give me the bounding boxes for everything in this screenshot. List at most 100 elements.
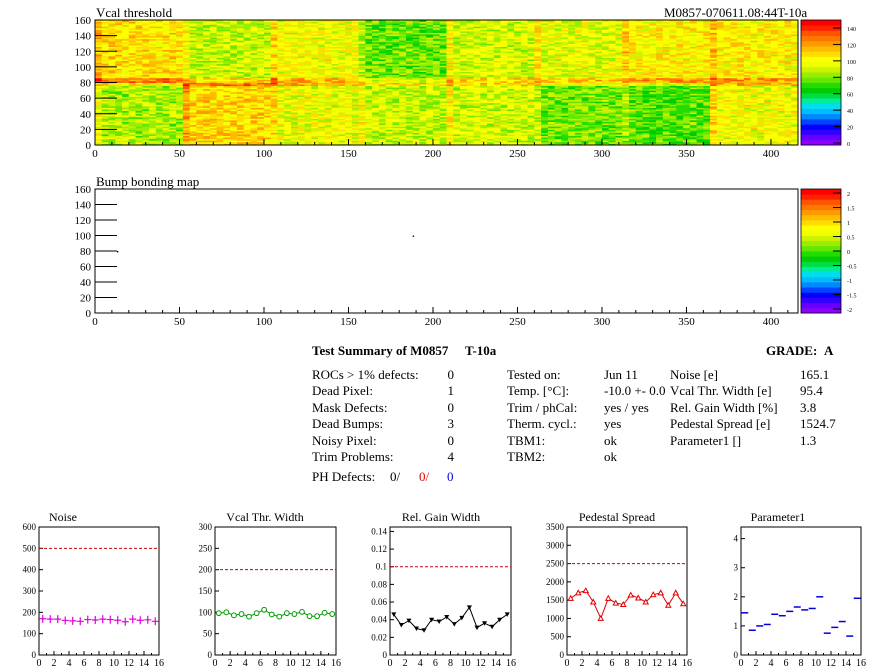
pixel-cell xyxy=(331,84,339,87)
pixel-cell xyxy=(358,84,366,87)
pixel-cell xyxy=(487,143,495,146)
pixel-cell xyxy=(223,98,231,101)
pixel-cell xyxy=(95,127,103,130)
pixel-cell xyxy=(487,51,495,54)
pixel-cell xyxy=(182,110,191,113)
pixel-cell xyxy=(460,137,468,140)
pixel-cell xyxy=(115,20,123,22)
pixel-cell xyxy=(405,71,414,74)
pixel-cell xyxy=(324,45,332,47)
pixel-cell xyxy=(358,104,366,107)
pixel-cell xyxy=(412,49,420,52)
pixel-cell xyxy=(426,121,434,124)
pixel-cell xyxy=(297,134,305,137)
pixel-cell xyxy=(338,105,346,108)
pixel-cell xyxy=(432,51,441,54)
pixel-cell xyxy=(385,29,393,32)
pixel-cell xyxy=(230,82,238,85)
pixel-cell xyxy=(460,96,468,99)
pixel-cell xyxy=(453,84,461,87)
pixel-cell xyxy=(439,79,447,82)
pixel-cell xyxy=(345,65,353,68)
pixel-cell xyxy=(108,101,116,104)
pixel-cell xyxy=(324,129,332,132)
pixel-cell xyxy=(439,96,447,99)
pixel-cell xyxy=(514,96,522,99)
pixel-cell xyxy=(230,45,238,47)
pixel-cell xyxy=(162,87,170,90)
pixel-cell xyxy=(263,24,272,27)
pixel-cell xyxy=(372,143,380,146)
pixel-cell xyxy=(399,54,407,57)
pixel-cell xyxy=(101,29,109,32)
pixel-cell xyxy=(392,90,400,93)
pixel-cell xyxy=(460,90,468,93)
pixel-cell xyxy=(453,57,461,60)
pixel-cell xyxy=(230,54,238,57)
pixel-cell xyxy=(216,135,224,138)
pixel-cell xyxy=(270,60,278,63)
pixel-cell xyxy=(250,49,258,52)
pixel-cell xyxy=(358,138,366,141)
pixel-cell xyxy=(345,29,353,32)
pixel-cell xyxy=(453,43,461,46)
pixel-cell xyxy=(432,126,441,129)
pixel-cell xyxy=(142,52,150,55)
pixel-cell xyxy=(149,34,157,37)
pixel-cell xyxy=(101,34,109,37)
pixel-cell xyxy=(182,129,191,132)
pixel-cell xyxy=(493,112,501,115)
pixel-cell xyxy=(493,134,501,137)
pixel-cell xyxy=(405,130,414,133)
pixel-cell xyxy=(101,116,109,119)
pixel-cell xyxy=(250,138,258,141)
pixel-cell xyxy=(257,45,265,47)
pixel-cell xyxy=(182,101,191,104)
pixel-cell xyxy=(216,24,224,27)
pixel-cell xyxy=(351,134,360,137)
pixel-cell xyxy=(412,26,420,29)
pixel-cell xyxy=(412,63,420,66)
pixel-cell xyxy=(243,38,251,41)
pixel-cell xyxy=(135,66,143,69)
pixel-cell xyxy=(284,66,292,69)
pixel-cell xyxy=(115,68,123,71)
pixel-cell xyxy=(507,68,515,71)
pixel-cell xyxy=(203,102,211,105)
pixel-cell xyxy=(236,35,245,38)
pixel-cell xyxy=(473,82,481,85)
pixel-cell xyxy=(250,34,258,37)
pixel-cell xyxy=(507,37,515,40)
pixel-cell xyxy=(108,96,116,99)
pixel-cell xyxy=(95,52,103,55)
pixel-cell xyxy=(122,66,130,69)
pixel-cell xyxy=(297,141,305,144)
pixel-cell xyxy=(95,62,103,65)
pixel-cell xyxy=(304,35,312,38)
pixel-cell xyxy=(345,71,353,74)
pixel-cell xyxy=(338,73,346,76)
pixel-cell xyxy=(419,54,427,57)
pixel-cell xyxy=(216,134,224,137)
pixel-cell xyxy=(419,21,427,24)
pixel-cell xyxy=(392,57,400,60)
pixel-cell xyxy=(311,109,319,112)
pixel-cell xyxy=(108,116,116,119)
pixel-cell xyxy=(284,30,292,33)
pixel-cell xyxy=(372,60,380,63)
pixel-cell xyxy=(115,96,123,99)
pixel-cell xyxy=(345,82,353,85)
pixel-cell xyxy=(236,77,245,80)
pixel-cell xyxy=(162,71,170,74)
pixel-cell xyxy=(500,95,508,97)
pixel-cell xyxy=(405,137,414,140)
pixel-cell xyxy=(236,68,245,71)
pixel-cell xyxy=(216,26,224,29)
pixel-cell xyxy=(507,101,515,104)
pixel-cell xyxy=(189,96,197,99)
pixel-cell xyxy=(95,101,103,104)
pixel-cell xyxy=(277,102,285,105)
pixel-cell xyxy=(412,48,420,51)
pixel-cell xyxy=(169,112,177,115)
pixel-cell xyxy=(473,80,481,83)
